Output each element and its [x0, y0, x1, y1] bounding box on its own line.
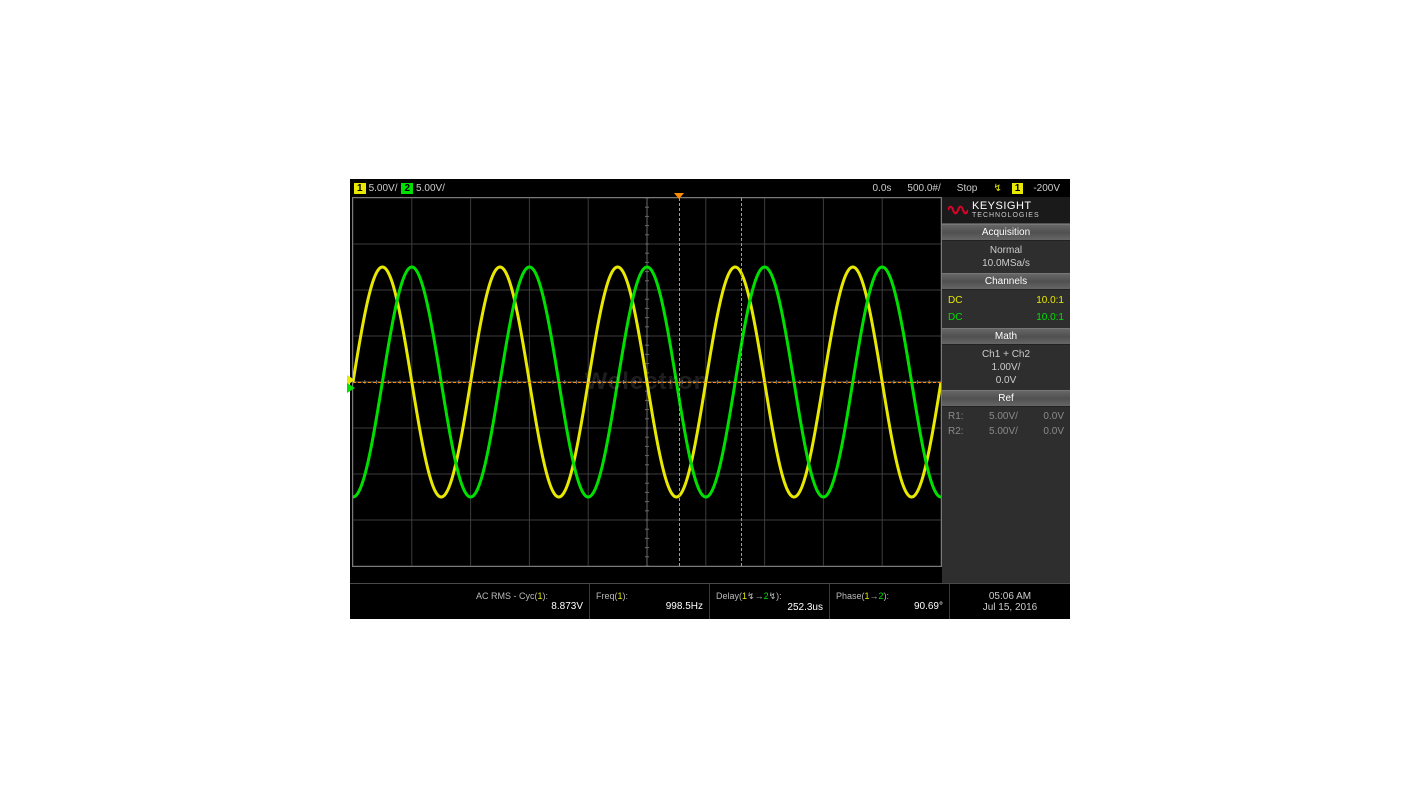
ground-cursor	[353, 382, 941, 383]
acq-rate: 10.0MSa/s	[942, 257, 1070, 270]
acq-mode: Normal	[942, 244, 1070, 257]
brand-name: KEYSIGHT	[972, 201, 1040, 212]
main-row: Welectron KEYSIGHT TECHNOLOGIES Acquisit…	[350, 197, 1070, 583]
measurement-3[interactable]: Delay(1↯→2↯):252.3us	[710, 584, 830, 619]
top-status-bar: 1 5.00V/ 2 5.00V/ 0.0s 500.0#/ Stop ↯ 1 …	[350, 179, 1070, 197]
acquisition-header[interactable]: Acquisition	[942, 224, 1070, 241]
ref-row-1: R1:5.00V/0.0V	[942, 409, 1070, 424]
brand-sub: TECHNOLOGIES	[972, 212, 1040, 219]
channel-row-1[interactable]: DC10.0:1	[942, 292, 1070, 309]
math-offset: 0.0V	[942, 374, 1070, 387]
channels-header[interactable]: Channels	[942, 273, 1070, 290]
brand-box: KEYSIGHT TECHNOLOGIES	[942, 197, 1070, 224]
ch1-badge: 1	[354, 183, 366, 194]
ref-row-2: R2:5.00V/0.0V	[942, 424, 1070, 439]
cursor-2	[741, 198, 742, 566]
delay-value[interactable]: 0.0s	[867, 183, 898, 194]
math-body: Ch1 + Ch2 1.00V/ 0.0V	[942, 345, 1070, 390]
ch2-badge: 2	[401, 183, 413, 194]
timebase-value[interactable]: 500.0#/	[901, 183, 946, 194]
ch2-scale-box[interactable]: 2 5.00V/	[401, 183, 444, 194]
date-value: Jul 15, 2016	[983, 602, 1038, 613]
trigger-edge-icon: ↯	[987, 183, 1007, 194]
measurement-1[interactable]: AC RMS - Cyc(1):8.873V	[470, 584, 590, 619]
trigger-level[interactable]: -200V	[1027, 183, 1066, 194]
ref-body: R1:5.00V/0.0VR2:5.00V/0.0V	[942, 407, 1070, 441]
keysight-logo-icon	[948, 203, 968, 217]
ch2-scale-value: 5.00V/	[416, 183, 445, 194]
trigger-marker-icon	[674, 193, 684, 199]
math-header[interactable]: Math	[942, 328, 1070, 345]
run-state[interactable]: Stop	[951, 183, 984, 194]
ref-header[interactable]: Ref	[942, 390, 1070, 407]
trigger-cursor	[679, 198, 680, 566]
ch1-scale-box[interactable]: 1 5.00V/	[354, 183, 397, 194]
oscilloscope-screen: 1 5.00V/ 2 5.00V/ 0.0s 500.0#/ Stop ↯ 1 …	[350, 179, 1070, 619]
channel-row-2[interactable]: DC10.0:1	[942, 309, 1070, 326]
math-scale: 1.00V/	[942, 361, 1070, 374]
datetime-cell: 05:06 AM Jul 15, 2016	[950, 584, 1070, 619]
channels-body: DC10.0:1DC10.0:1	[942, 290, 1070, 328]
acquisition-body: Normal 10.0MSa/s	[942, 241, 1070, 273]
ch1-scale-value: 5.00V/	[369, 183, 398, 194]
ch2-ground-marker	[347, 383, 355, 393]
measurement-4[interactable]: Phase(1→2):90.69°	[830, 584, 950, 619]
side-panel: KEYSIGHT TECHNOLOGIES Acquisition Normal…	[942, 197, 1070, 583]
measurement-bar: AC RMS - Cyc(1):8.873VFreq(1):998.5HzDel…	[350, 583, 1070, 619]
trigger-source[interactable]: 1	[1012, 183, 1024, 194]
waveform-display[interactable]: Welectron	[352, 197, 942, 567]
time-value: 05:06 AM	[989, 591, 1031, 602]
measurement-2[interactable]: Freq(1):998.5Hz	[590, 584, 710, 619]
math-expr: Ch1 + Ch2	[942, 348, 1070, 361]
